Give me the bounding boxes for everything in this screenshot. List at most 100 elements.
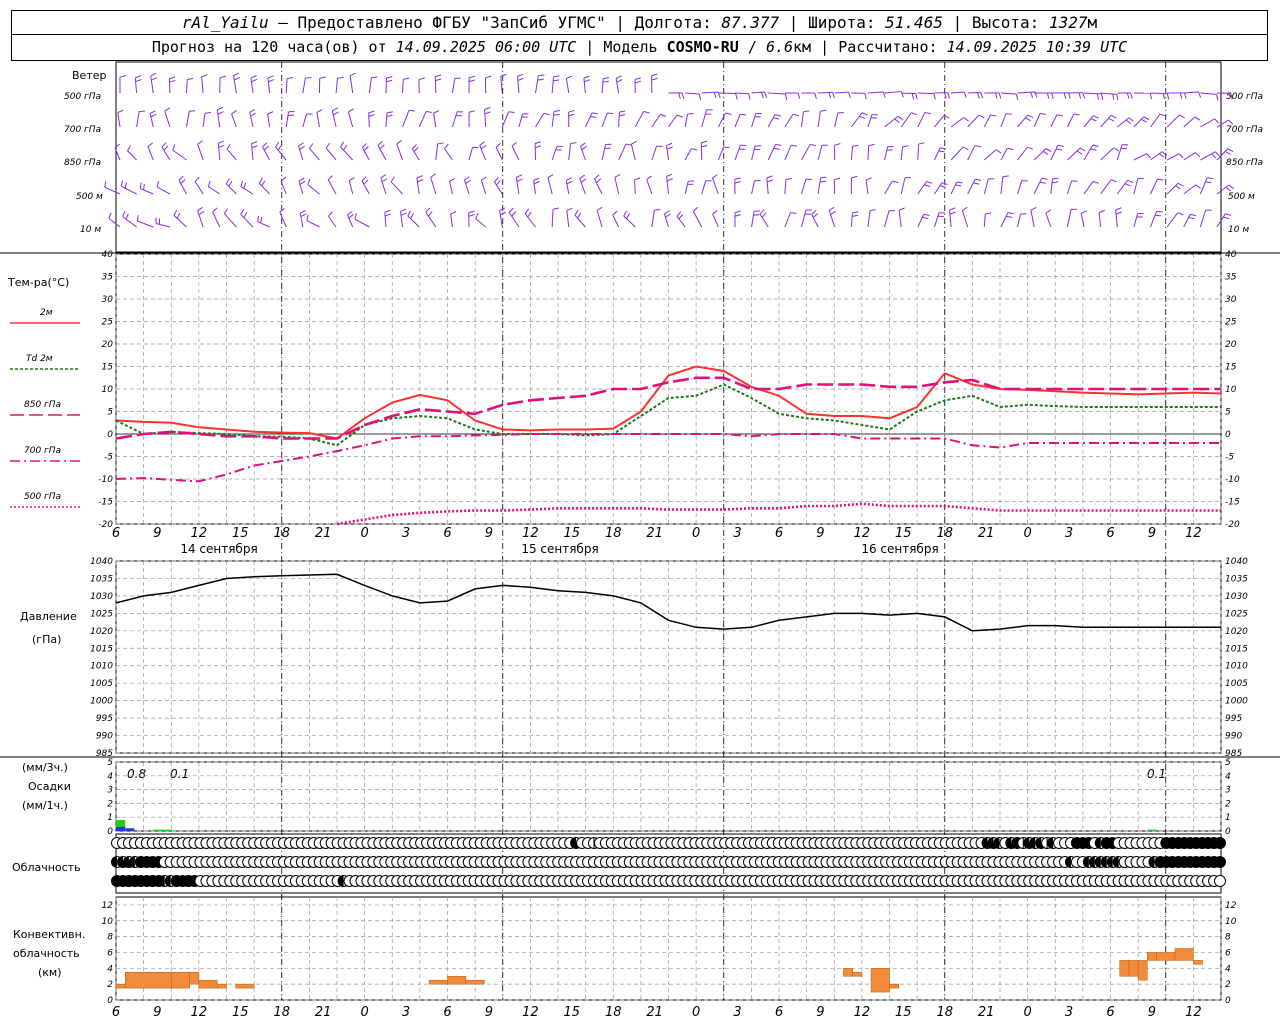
x-tick-label: 9: [153, 1005, 161, 1020]
y-tick-label: 1000: [90, 697, 113, 707]
wind-barb: [1150, 178, 1164, 195]
wind-barb-feather: [1092, 180, 1099, 184]
wind-barb: [450, 211, 457, 228]
wind-barb-feather: [517, 73, 524, 77]
wind-barb-feather: [416, 175, 423, 179]
y-tick-label: 1010: [1225, 662, 1248, 672]
wind-barb: [1183, 213, 1197, 228]
legend-label-t850: 850 гПа: [24, 400, 61, 410]
wind-barb-feather: [1005, 113, 1012, 115]
wind-barb-feather: [1115, 207, 1122, 211]
wind-barb-feather: [614, 174, 621, 178]
wind-barb: [147, 142, 154, 161]
wind-barb: [479, 141, 487, 161]
wind-barb: [630, 140, 637, 161]
y-tick-label: 35: [102, 273, 114, 283]
wind-barb: [917, 180, 933, 195]
wind-barb-feather: [712, 210, 718, 215]
wind-barb: [480, 176, 487, 195]
wind-barb: [425, 207, 437, 228]
wind-barb-staff: [450, 213, 453, 228]
wind-barb: [377, 140, 387, 161]
y-tick-label: -20: [1225, 520, 1240, 530]
x-tick-label: 21: [315, 1005, 332, 1020]
wind-barb-feather: [1162, 93, 1165, 100]
wind-barb-staff: [867, 145, 870, 161]
wind-barb-feather: [1007, 147, 1014, 151]
wind-barb-staff: [257, 221, 270, 228]
wind-barb-staff: [811, 214, 819, 228]
wind-barb-feather: [1230, 93, 1233, 100]
wind-barb-feather: [820, 176, 827, 179]
x-tick-label: 18: [936, 526, 953, 541]
wind-barb-staff: [1133, 213, 1139, 228]
wind-barb: [400, 208, 407, 228]
wind-barb: [307, 178, 320, 195]
wind-barb-feather: [596, 206, 603, 211]
y-tick-label: 25: [1225, 318, 1237, 328]
x-tick-label: 0: [1023, 1005, 1031, 1020]
wind-barb: [1166, 182, 1184, 195]
wind-barb-staff: [601, 112, 608, 128]
conv-cloud-bar: [1119, 960, 1130, 977]
wind-barb-feather: [410, 213, 414, 219]
wind-barb: [850, 112, 868, 128]
wind-barb: [298, 142, 305, 161]
wind-barb-staff: [867, 210, 871, 228]
wind-barb-feather: [698, 93, 702, 100]
wind-barb: [285, 76, 294, 94]
day-label: 14 сентября: [180, 542, 257, 556]
wind-barb: [684, 148, 698, 161]
wind-barb: [349, 72, 356, 94]
wind-barb-feather: [693, 206, 699, 212]
wind-barb-feather: [371, 76, 378, 79]
wind-barb-staff: [601, 144, 607, 161]
conv-cloud-bar: [1174, 948, 1194, 961]
wind-barb-staff: [1067, 147, 1081, 161]
wind-barb: [1030, 207, 1037, 228]
wind-barb-feather: [939, 147, 947, 150]
wind-barb-staff: [430, 176, 437, 195]
wind-barb-feather: [156, 181, 160, 188]
wind-barb-staff: [700, 142, 703, 161]
wind-barb: [1000, 175, 1009, 195]
wind-barb-staff: [817, 145, 823, 161]
wind-barb-feather: [363, 146, 369, 152]
wind-barb-staff: [967, 145, 976, 161]
wind-barb-staff: [155, 222, 170, 228]
wind-barb-feather: [579, 174, 585, 179]
wind-barb-staff: [712, 213, 719, 228]
wind-barb-staff: [508, 212, 520, 228]
wind-barb-feather: [212, 207, 218, 213]
wind-barb: [884, 146, 894, 161]
legend-label-td2m: Td 2м: [26, 354, 53, 364]
wind-barb-feather: [332, 107, 338, 112]
temp-series-line: [115, 433, 1221, 483]
wind-barb-staff: [298, 180, 304, 195]
wind-barb-staff: [1133, 153, 1147, 161]
wind-barb-staff: [515, 177, 520, 195]
wind-barb-feather: [1166, 93, 1170, 100]
wind-barb-staff: [299, 212, 304, 228]
wind-barb-feather: [725, 112, 732, 115]
wind-barb-feather: [651, 77, 658, 81]
wind-barb-feather: [834, 177, 841, 181]
wind-barb-feather: [962, 206, 968, 211]
wind-barb: [950, 146, 969, 161]
conv-cloud-bar: [235, 983, 255, 989]
wind-barb-staff: [666, 176, 669, 195]
wind-barb: [508, 207, 520, 228]
wind-barb-staff: [418, 111, 427, 128]
cloud-symbol: [1214, 837, 1226, 849]
wind-barb-feather: [1149, 93, 1153, 100]
wind-barb: [784, 92, 801, 99]
wind-barb-staff: [917, 214, 925, 228]
x-tick-label: 9: [485, 526, 493, 541]
model-label: Модель: [603, 38, 658, 56]
precip-bar: [1147, 829, 1157, 831]
wind-barb-feather: [250, 112, 257, 117]
wind-barb-feather: [454, 77, 461, 80]
wind-barb: [1017, 91, 1038, 98]
wind-barb-staff: [934, 115, 945, 128]
wind-barb: [983, 212, 992, 228]
